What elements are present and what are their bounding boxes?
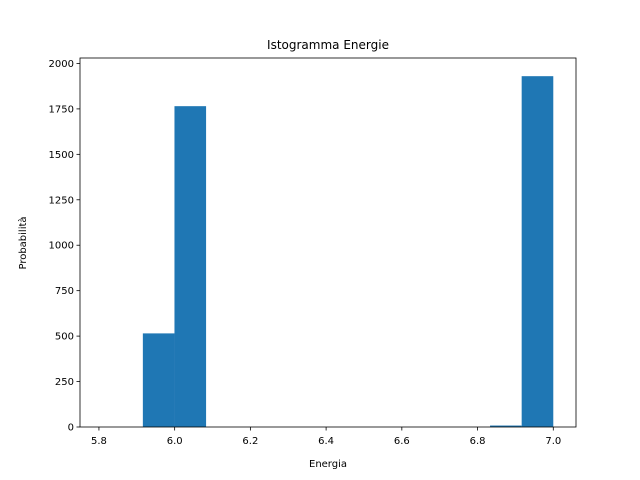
x-tick-label: 6.2 [242,436,258,447]
y-tick-label: 1750 [49,104,74,115]
y-tick-label: 500 [55,332,74,343]
x-axis-ticks: 5.8 6.0 6.2 6.4 6.6 6.8 7.0 [91,427,561,447]
x-tick-label: 5.8 [91,436,107,447]
x-axis-label: Energia [309,459,347,470]
y-tick-label: 2000 [49,59,74,70]
x-tick-label: 6.6 [394,436,410,447]
y-axis-ticks: 0 250 500 750 1000 1250 1500 1750 2000 [49,59,80,434]
x-tick-label: 6.8 [470,436,486,447]
x-tick-label: 6.4 [318,436,334,447]
histogram-bar-3 [521,76,554,427]
histogram-bar-2 [490,425,522,427]
bars-group [142,76,554,427]
y-tick-label: 0 [68,423,74,434]
histogram-bar-1 [174,106,207,427]
chart-title: Istogramma Energie [267,38,389,52]
histogram-bar-0 [142,333,175,427]
y-tick-label: 1000 [49,241,74,252]
y-tick-label: 1250 [49,195,74,206]
x-tick-label: 6.0 [167,436,183,447]
plot-frame [79,57,577,428]
y-axis-label: Probabilità [17,216,29,269]
y-tick-label: 250 [55,377,74,388]
y-tick-label: 1500 [49,150,74,161]
x-tick-label: 7.0 [545,436,561,447]
y-tick-label: 750 [55,286,74,297]
